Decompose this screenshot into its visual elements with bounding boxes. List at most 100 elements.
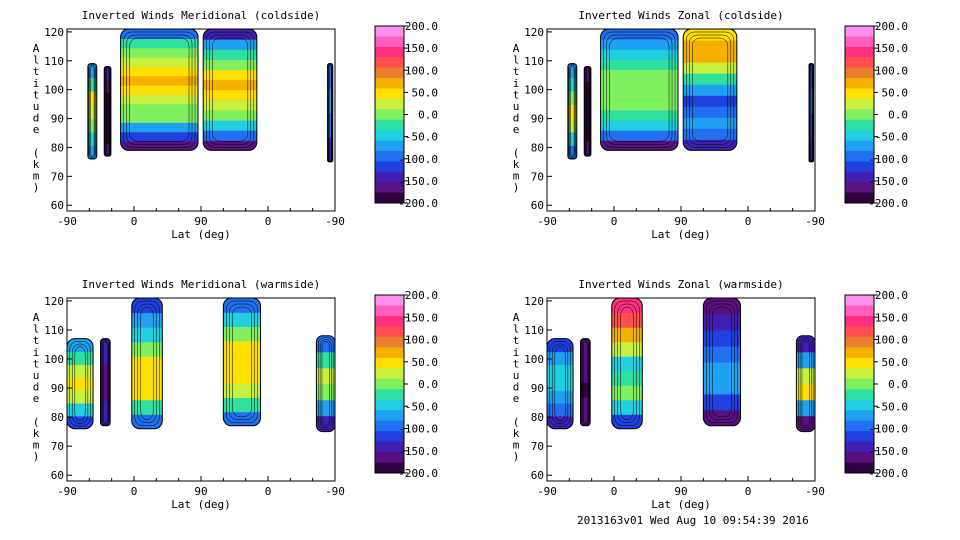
data-region-0: [67, 338, 94, 430]
data-cell: [203, 39, 257, 50]
contour-line: [709, 303, 735, 421]
contour-line: [89, 65, 96, 158]
data-cell: [600, 79, 679, 91]
colorbar-tick-label: 150.0: [875, 311, 908, 324]
data-cell: [203, 79, 257, 91]
data-cell: [223, 298, 261, 313]
x-tick-label: 0: [265, 485, 272, 498]
data-cell: [87, 63, 97, 78]
contour-line: [603, 31, 676, 148]
data-region-3: [202, 29, 258, 151]
data-cell: [796, 335, 815, 353]
data-cell: [120, 131, 199, 142]
y-tick-label: 100: [44, 353, 64, 366]
data-cell: [584, 111, 591, 127]
colorbar-swatch: [845, 150, 874, 162]
contour-line: [90, 66, 95, 157]
data-region-3: [222, 298, 262, 427]
x-tick-label: 0: [265, 215, 272, 228]
data-cell: [703, 409, 741, 426]
data-cell: [703, 329, 741, 347]
data-cell: [600, 99, 679, 111]
contour-line: [551, 343, 569, 424]
colorbar-tick-label: 50.0: [882, 356, 909, 369]
data-cell: [223, 326, 261, 342]
contour-line: [328, 64, 332, 162]
colorbar-swatch: [845, 26, 874, 37]
colorbar-swatch: [375, 336, 404, 348]
colorbar-swatch: [845, 305, 874, 317]
data-region-3: [702, 298, 742, 427]
data-cell: [584, 126, 591, 142]
colorbar-swatch: [845, 399, 874, 411]
data-region-2: [120, 29, 199, 151]
colorbar-tick-label: -150.0: [398, 445, 438, 458]
colorbar-tick-label: 100.0: [405, 64, 438, 77]
contour-outline: [682, 29, 738, 151]
data-cell: [316, 383, 335, 401]
colorbar-tick-label: 100.0: [875, 334, 908, 347]
contour-line: [685, 31, 735, 148]
data-cell: [703, 313, 741, 331]
colorbar-swatch: [375, 389, 404, 401]
colorbar-tick-label: -100.0: [868, 423, 908, 436]
colorbar-swatch: [375, 109, 404, 121]
data-region-0: [87, 63, 98, 160]
x-tick-label: -90: [325, 485, 345, 498]
colorbar-swatch: [845, 410, 874, 422]
data-cell: [547, 338, 574, 353]
colorbar-swatch: [845, 357, 874, 369]
y-tick-label: 100: [524, 84, 544, 97]
data-region-2: [611, 298, 643, 430]
colorbar-tick-label: -200.0: [398, 197, 438, 210]
data-cell: [580, 353, 591, 369]
data-region-4: [795, 335, 815, 433]
colorbar-tick-label: 0.0: [888, 109, 908, 122]
data-cell: [683, 128, 737, 140]
data-cell: [600, 29, 679, 40]
colorbar-swatch: [375, 161, 404, 173]
colorbar-swatch: [375, 368, 404, 380]
colorbar-tick-label: -50.0: [875, 131, 908, 144]
data-cell: [567, 63, 577, 78]
colorbar-swatch: [845, 182, 874, 194]
contour-outline: [580, 338, 591, 427]
chart-title: Inverted Winds Zonal (warmside): [578, 278, 783, 291]
data-cell: [87, 77, 97, 92]
data-cell: [703, 393, 741, 411]
contour-outline: [583, 66, 592, 157]
contour-line: [88, 64, 97, 159]
x-tick-label: 0: [131, 485, 138, 498]
colorbar-tick-label: -150.0: [868, 445, 908, 458]
colorbar-tick-label: 100.0: [875, 64, 908, 77]
data-cell: [104, 66, 111, 80]
contour-outline: [567, 63, 578, 160]
colorbar-tick-label: -100.0: [398, 423, 438, 436]
y-tick-label: 80: [531, 141, 544, 154]
colorbar-tick-label: 50.0: [412, 86, 439, 99]
data-cell: [327, 88, 333, 114]
colorbar-tick-label: 50.0: [882, 86, 909, 99]
colorbar-swatch: [375, 78, 404, 89]
data-cell: [67, 390, 94, 404]
contour-line: [581, 339, 590, 426]
contour-line: [712, 306, 732, 418]
data-cell: [120, 122, 199, 133]
data-cell: [796, 399, 815, 417]
data-cell: [87, 104, 97, 119]
data-cell: [120, 141, 199, 151]
data-cell: [223, 354, 261, 370]
colorbar-swatch: [375, 462, 404, 474]
contour-outline: [808, 63, 815, 163]
x-axis-label: Lat (deg): [171, 498, 231, 511]
colorbar-swatch: [845, 336, 874, 348]
contour-line: [74, 346, 86, 422]
contour-line: [134, 300, 160, 426]
contour-line: [549, 341, 571, 427]
colorbar-tick-label: -50.0: [405, 131, 438, 144]
contour-line: [229, 303, 255, 421]
data-cell: [104, 104, 111, 119]
